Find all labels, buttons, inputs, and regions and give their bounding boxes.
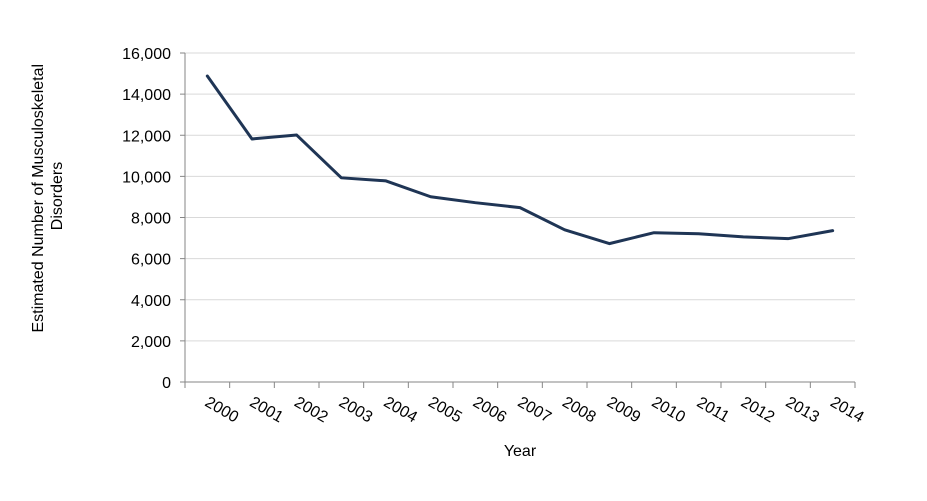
x-tick-labels: 2000 2001 2002 2003 2004 2005 2006 2007 2008 2009… xyxy=(202,394,867,427)
x-tick-label-2014: 2014 xyxy=(827,394,866,427)
y-tick-label-10000: 10,000 xyxy=(122,169,171,186)
y-axis-title: Estimated Number of Musculoskeletal Diso… xyxy=(30,59,66,332)
x-tick-label-2002: 2002 xyxy=(291,394,330,427)
x-tick-label-2012: 2012 xyxy=(738,394,777,427)
y-tick-label-8000: 8,000 xyxy=(131,211,171,228)
y-axis-title-line-2: Disorders xyxy=(49,162,66,230)
x-tick-label-2011: 2011 xyxy=(694,394,732,426)
x-tick-label-2009: 2009 xyxy=(604,394,643,427)
y-axis-title-line-1: Estimated Number of Musculoskeletal xyxy=(30,64,47,333)
axes xyxy=(180,52,856,388)
x-axis-title: Year xyxy=(504,443,537,460)
y-tick-label-14000: 14,000 xyxy=(122,87,171,104)
x-tick-label-2008: 2008 xyxy=(559,394,598,427)
x-tick-label-2006: 2006 xyxy=(470,394,509,427)
y-tick-label-12000: 12,000 xyxy=(122,128,171,145)
x-tick-label-2004: 2004 xyxy=(381,394,420,427)
y-tick-label-16000: 16,000 xyxy=(122,46,171,63)
y-tick-label-2000: 2,000 xyxy=(131,334,171,351)
x-tick-label-2001: 2001 xyxy=(247,394,286,427)
x-tick-label-2010: 2010 xyxy=(649,394,688,427)
gridlines xyxy=(185,52,855,342)
series-line-0 xyxy=(205,74,835,246)
y-tick-label-6000: 6,000 xyxy=(131,252,171,269)
x-tick-label-2007: 2007 xyxy=(515,394,554,427)
x-tick-label-2003: 2003 xyxy=(336,394,375,427)
series xyxy=(205,74,835,246)
y-tick-label-0: 0 xyxy=(162,375,171,392)
x-tick-label-2000: 2000 xyxy=(202,394,241,427)
y-tick-label-4000: 4,000 xyxy=(131,293,171,310)
x-tick-label-2013: 2013 xyxy=(783,394,822,427)
y-tick-labels: 0 2,000 4,000 6,000 8,000 10,000 12,000 14,000 1… xyxy=(122,46,171,392)
x-tick-label-2005: 2005 xyxy=(425,394,464,427)
